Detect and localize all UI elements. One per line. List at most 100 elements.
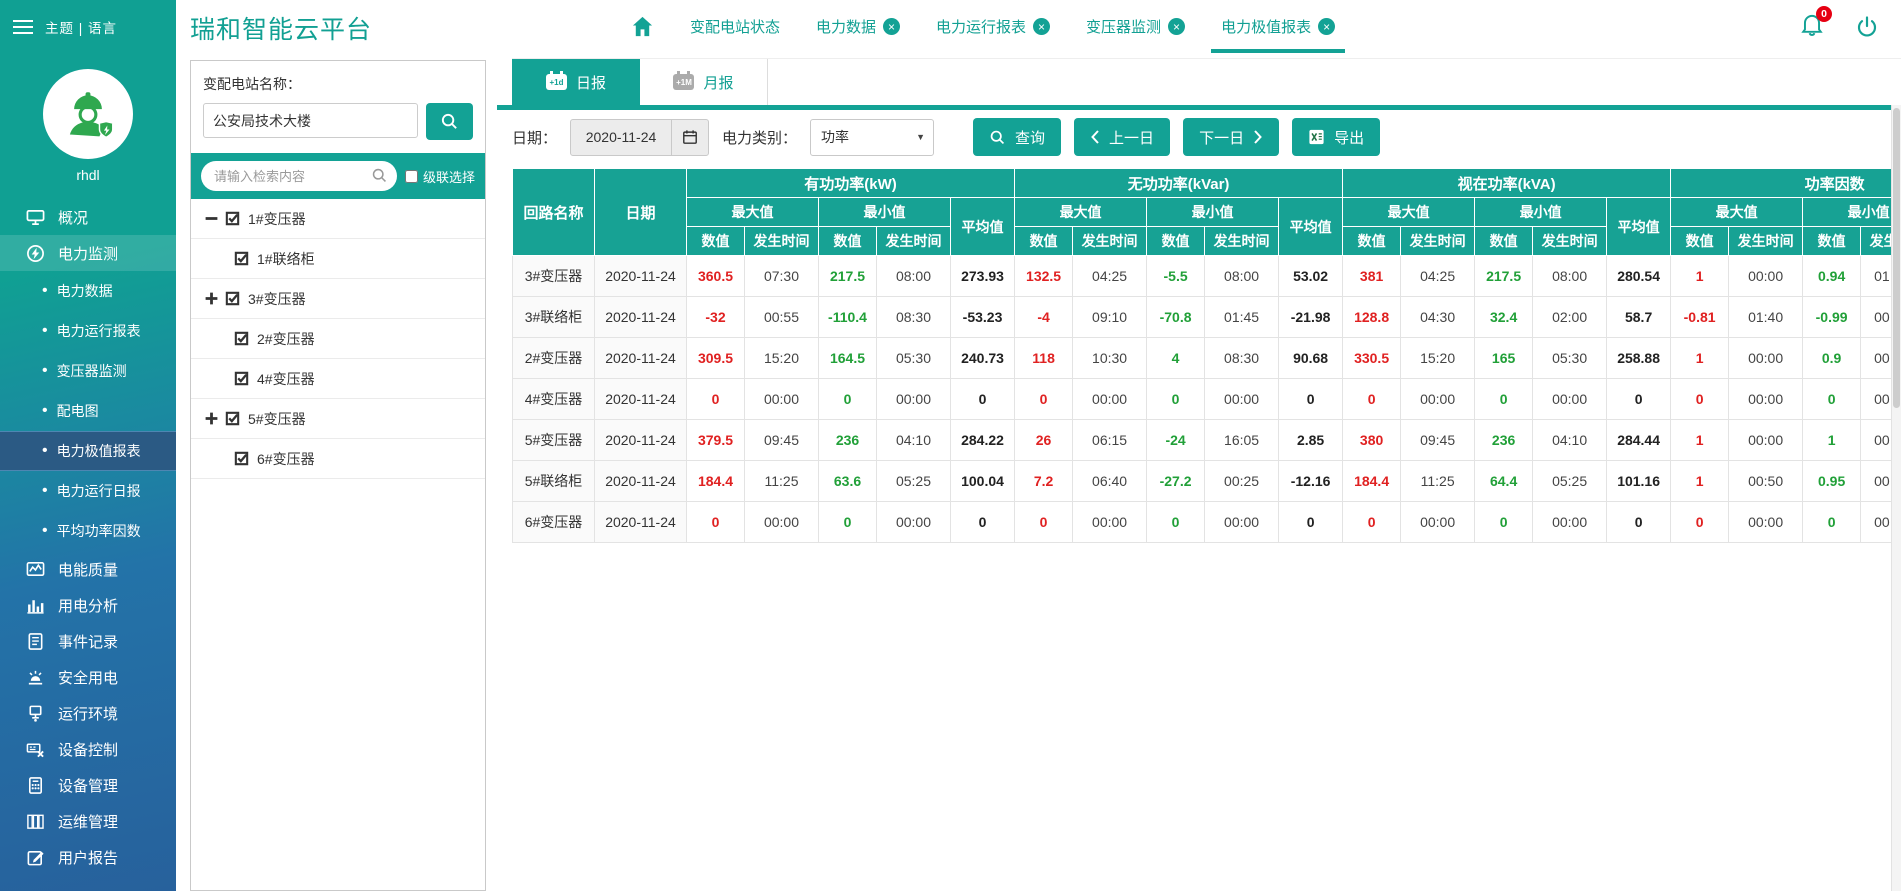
cascade-select-checkbox[interactable] xyxy=(404,169,418,183)
tree-node-transformer-3[interactable]: 3#变压器 xyxy=(191,279,485,319)
sidebar-item-electricity-analysis[interactable]: 用电分析 xyxy=(0,587,176,623)
sidebar-item-device-management[interactable]: 设备管理 xyxy=(0,767,176,803)
sidebar-item-label: 电能质量 xyxy=(58,561,119,579)
sidebar-item-power-quality[interactable]: 电能质量 xyxy=(0,551,176,587)
sidebar-item-power-monitoring[interactable]: 电力监测 xyxy=(0,235,176,271)
sidebar-item-overview[interactable]: 概况 xyxy=(0,199,176,235)
checked-checkbox-icon[interactable] xyxy=(233,370,250,387)
sidebar-item-user-report[interactable]: 用户报告 xyxy=(0,839,176,875)
tab-daily[interactable]: +1d 日报 xyxy=(512,59,640,105)
power-monitoring-icon xyxy=(26,244,45,263)
tree-node-label: 3#变压器 xyxy=(248,290,306,307)
nav-tab-power-data[interactable]: 电力数据 × xyxy=(816,0,901,53)
calendar-button[interactable] xyxy=(671,119,708,155)
scrollbar-thumb[interactable] xyxy=(1893,108,1900,408)
tab-monthly[interactable]: +1M 月报 xyxy=(640,59,768,105)
nav-tab-power-operation-report[interactable]: 电力运行报表 × xyxy=(936,0,1051,53)
nav-tab-transformer-monitoring[interactable]: 变压器监测 × xyxy=(1086,0,1186,53)
checked-checkbox-icon[interactable] xyxy=(224,210,241,227)
sidebar-item-label: 用户报告 xyxy=(58,849,119,867)
worker-icon xyxy=(69,92,114,139)
checked-checkbox-icon[interactable] xyxy=(224,290,241,307)
tree-node-transformer-6[interactable]: 6#变压器 xyxy=(191,439,485,479)
avatar xyxy=(43,69,133,159)
expand-icon[interactable] xyxy=(204,291,219,306)
nav-tab-label: 变配电站状态 xyxy=(690,19,781,36)
sidebar-top: 主题 | 语言 xyxy=(0,0,176,53)
sidebar-item-label: 电力数据 xyxy=(56,283,113,299)
checked-checkbox-icon[interactable] xyxy=(233,450,250,467)
date-picker[interactable]: 2020-11-24 xyxy=(570,118,710,156)
vertical-scrollbar[interactable] xyxy=(1891,105,1901,891)
tree-node-label: 1#联络柜 xyxy=(257,250,315,267)
search-icon xyxy=(441,113,457,129)
query-button[interactable]: 查询 xyxy=(973,118,1062,156)
sidebar-item-label: 电力运行日报 xyxy=(56,483,141,499)
previous-day-button[interactable]: 上一日 xyxy=(1074,118,1171,156)
sidebar-item-device-control[interactable]: 设备控制 xyxy=(0,731,176,767)
station-name-input[interactable] xyxy=(203,103,418,138)
checked-checkbox-icon[interactable] xyxy=(224,410,241,427)
home-button[interactable] xyxy=(631,15,654,38)
collapse-icon[interactable] xyxy=(204,211,219,226)
top-navigation: 变配电站状态 电力数据 × 电力运行报表 × 变压器监测 × 电力极值报表 × xyxy=(631,0,1346,53)
sidebar-item-distribution-diagram[interactable]: • 配电图 xyxy=(0,391,176,431)
table-row: 2#变压器 2020-11-24 309.5 15:20 164.5 05:30 240.7… xyxy=(512,337,1891,379)
nav-tab-station-status[interactable]: 变配电站状态 xyxy=(690,0,780,53)
username: rhdl xyxy=(76,167,100,183)
tabstrip-underline xyxy=(497,105,1901,110)
sidebar-item-power-data[interactable]: • 电力数据 xyxy=(0,271,176,311)
tree-node-transformer-2[interactable]: 2#变压器 xyxy=(191,319,485,359)
hamburger-menu-icon[interactable] xyxy=(13,19,33,34)
sidebar-item-avg-power-factor[interactable]: • 平均功率因数 xyxy=(0,511,176,551)
station-tree-panel: 变配电站名称： 级联选择 1#变压器 1#联络柜 3#变压器 2#变压器 4#变压器 5#… xyxy=(190,60,486,891)
sidebar-item-power-operation-report[interactable]: • 电力运行报表 xyxy=(0,311,176,351)
logout-button[interactable] xyxy=(1855,15,1879,39)
tree-node-label: 4#变压器 xyxy=(257,370,315,387)
date-label: 日期： xyxy=(512,129,558,147)
device-control-icon xyxy=(26,740,45,759)
tab-label: 月报 xyxy=(703,74,734,92)
next-day-button[interactable]: 下一日 xyxy=(1183,118,1280,156)
search-icon xyxy=(990,130,1005,144)
bullet-icon: • xyxy=(42,522,48,539)
sidebar-item-transformer-monitoring[interactable]: • 变压器监测 xyxy=(0,351,176,391)
checked-checkbox-icon[interactable] xyxy=(233,330,250,347)
tree-node-transformer-4[interactable]: 4#变压器 xyxy=(191,359,485,399)
power-category-select[interactable]: 功率 ▼ xyxy=(810,118,935,156)
alarm-icon xyxy=(26,668,45,687)
calendar-icon xyxy=(683,130,697,144)
bar-chart-icon xyxy=(26,596,45,615)
sidebar-item-event-records[interactable]: 事件记录 xyxy=(0,623,176,659)
extremes-report-table: 回路名称 日期 有功功率(kW) 无功功率(kVar) 视在功率(kVA) 功率因数 最大值… xyxy=(512,168,1891,543)
topbar-actions: 0 xyxy=(1799,0,1879,53)
station-search-button[interactable] xyxy=(426,103,473,140)
tree-node-tie-cabinet-1[interactable]: 1#联络柜 xyxy=(191,239,485,279)
sidebar-item-label: 安全用电 xyxy=(58,669,119,687)
nav-tab-power-extremes-report[interactable]: 电力极值报表 × xyxy=(1211,0,1346,53)
close-icon[interactable]: × xyxy=(1168,18,1186,35)
tab-label: 日报 xyxy=(575,74,606,92)
theme-language-switch[interactable]: 主题 | 语言 xyxy=(45,20,118,36)
sidebar: 主题 | 语言 rhdl 概况 电力监测 • 电力数据 • 电力运行报表 • 变压器监测 • 配电… xyxy=(0,0,176,891)
sidebar-item-power-daily-report[interactable]: • 电力运行日报 xyxy=(0,471,176,511)
sidebar-item-electrical-safety[interactable]: 安全用电 xyxy=(0,659,176,695)
tree-node-label: 5#变压器 xyxy=(248,410,306,427)
checked-checkbox-icon[interactable] xyxy=(233,250,250,267)
tree-node-transformer-5[interactable]: 5#变压器 xyxy=(191,399,485,439)
chevron-down-icon: ▼ xyxy=(916,132,926,142)
export-button[interactable]: 导出 xyxy=(1292,118,1381,156)
sidebar-item-ops-management[interactable]: 运维管理 xyxy=(0,803,176,839)
close-icon[interactable]: × xyxy=(1033,18,1051,35)
notifications-button[interactable]: 0 xyxy=(1799,6,1832,42)
tree-node-transformer-1[interactable]: 1#变压器 xyxy=(191,199,485,239)
expand-icon[interactable] xyxy=(204,411,219,426)
tree-search-input[interactable] xyxy=(201,161,397,191)
tree-search-bar: 级联选择 xyxy=(191,153,485,199)
sidebar-item-power-extremes-report[interactable]: • 电力极值报表 xyxy=(0,431,176,471)
close-icon[interactable]: × xyxy=(1318,18,1336,35)
bullet-icon: • xyxy=(42,482,48,499)
environment-icon xyxy=(26,704,45,723)
sidebar-item-operating-environment[interactable]: 运行环境 xyxy=(0,695,176,731)
close-icon[interactable]: × xyxy=(883,18,901,35)
